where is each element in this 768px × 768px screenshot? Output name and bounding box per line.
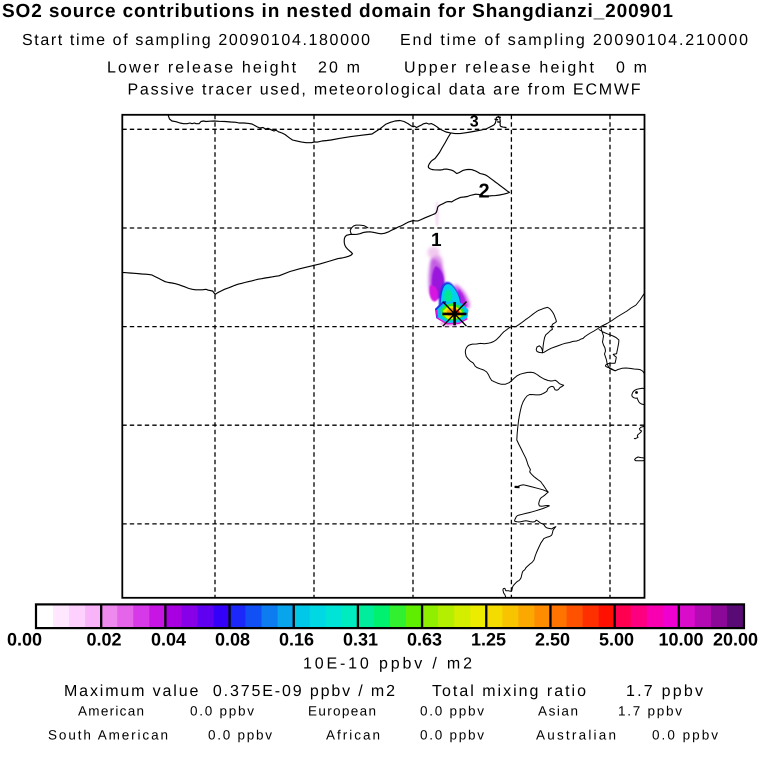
svg-text:0.04: 0.04: [151, 630, 186, 650]
svg-text:1: 1: [431, 230, 442, 251]
svg-text:0.02: 0.02: [86, 630, 121, 650]
svg-text:2.50: 2.50: [535, 630, 570, 650]
svg-text:0.0 ppbv: 0.0 ppbv: [420, 728, 484, 743]
svg-text:Start time of sampling 2009010: Start time of sampling 20090104.180000: [22, 32, 370, 49]
svg-text:0.08: 0.08: [215, 630, 250, 650]
svg-text:0.0 ppbv: 0.0 ppbv: [208, 728, 272, 743]
svg-text:3: 3: [470, 113, 479, 130]
svg-text:5.00: 5.00: [599, 630, 634, 650]
svg-text:20.00: 20.00: [713, 630, 758, 650]
svg-text:0.0 ppbv: 0.0 ppbv: [652, 728, 718, 743]
svg-text:Australian: Australian: [536, 728, 616, 743]
svg-text:Passive tracer used, meteorolo: Passive tracer used, meteorological data…: [128, 82, 641, 99]
svg-text:SO2 source contributions in ne: SO2 source contributions in nested domai…: [2, 1, 673, 22]
svg-text:0.0 ppbv: 0.0 ppbv: [420, 704, 484, 719]
svg-text:Asian: Asian: [538, 704, 578, 719]
svg-text:South American: South American: [48, 728, 168, 743]
svg-text:American: American: [78, 704, 144, 719]
svg-text:Total mixing ratio: Total mixing ratio: [432, 683, 586, 700]
svg-text:0.31: 0.31: [343, 630, 378, 650]
svg-text:Maximum value 0.375E-09 ppbv: Maximum value 0.375E-09 ppbv / m2: [64, 683, 395, 700]
svg-text:European: European: [308, 704, 376, 719]
svg-text:10E-10 ppbv / m2: 10E-10 ppbv / m2: [303, 656, 472, 673]
svg-text:1.7 ppbv: 1.7 ppbv: [618, 704, 682, 719]
svg-text:0.63: 0.63: [407, 630, 442, 650]
svg-text:0.16: 0.16: [279, 630, 314, 650]
svg-text:1.25: 1.25: [471, 630, 506, 650]
svg-text:10.00: 10.00: [658, 630, 703, 650]
svg-text:2: 2: [479, 180, 490, 202]
svg-text:0.00: 0.00: [7, 630, 42, 650]
svg-text:Upper release height 0 m: Upper release height 0 m: [404, 60, 647, 77]
svg-text:1.7 ppbv: 1.7 ppbv: [626, 683, 703, 700]
svg-text:0.0 ppbv: 0.0 ppbv: [190, 704, 254, 719]
